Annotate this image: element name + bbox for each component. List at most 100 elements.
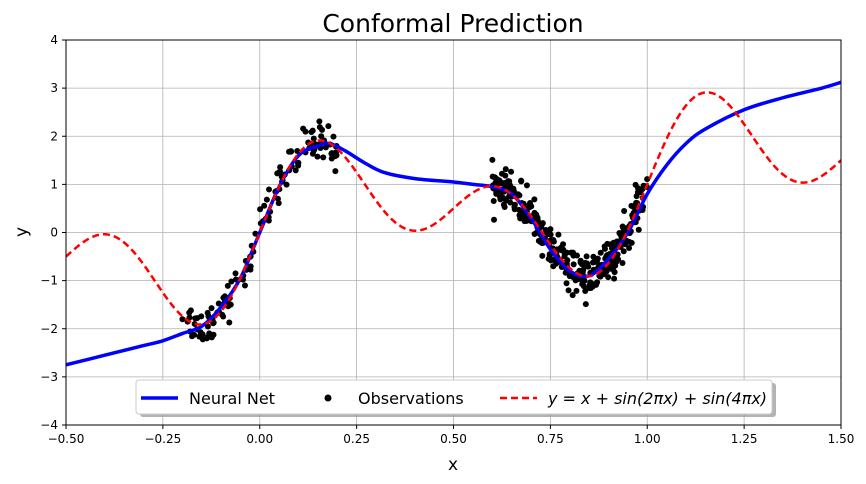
observation-point bbox=[569, 292, 576, 299]
observation-point bbox=[563, 280, 570, 287]
y-tick-label: −1 bbox=[40, 274, 58, 288]
observation-point bbox=[518, 177, 525, 184]
observation-point bbox=[309, 150, 316, 157]
observation-point bbox=[573, 252, 580, 259]
observation-point bbox=[547, 226, 554, 233]
observation-point bbox=[241, 282, 248, 289]
observation-point bbox=[292, 167, 299, 174]
observation-point bbox=[502, 166, 509, 173]
observation-point bbox=[208, 305, 215, 312]
legend-neural-net-label: Neural Net bbox=[189, 389, 275, 408]
x-tick-label: 1.25 bbox=[731, 432, 758, 446]
observation-point bbox=[594, 279, 601, 286]
observation-point bbox=[590, 253, 597, 260]
y-tick-label: 4 bbox=[50, 33, 58, 47]
observation-point bbox=[491, 174, 498, 181]
observation-point bbox=[589, 259, 596, 266]
observation-point bbox=[507, 199, 514, 206]
x-tick-label: 1.00 bbox=[634, 432, 661, 446]
observation-point bbox=[498, 179, 505, 186]
y-tick-label: −2 bbox=[40, 322, 58, 336]
observation-point bbox=[322, 144, 329, 151]
observation-point bbox=[266, 186, 273, 193]
observation-point bbox=[644, 176, 651, 183]
observation-point bbox=[232, 270, 239, 277]
observation-point bbox=[314, 153, 321, 160]
observation-point bbox=[276, 168, 283, 175]
observation-point bbox=[316, 118, 323, 125]
neural-net-line bbox=[66, 80, 841, 367]
observation-point bbox=[490, 197, 497, 204]
observation-point bbox=[288, 148, 295, 155]
x-tick-label: −0.50 bbox=[48, 432, 85, 446]
observation-point bbox=[227, 301, 234, 308]
observation-point bbox=[570, 261, 577, 268]
observation-point bbox=[489, 156, 496, 163]
observation-point bbox=[560, 241, 567, 248]
observation-point bbox=[186, 314, 193, 321]
observation-point bbox=[607, 241, 614, 248]
observation-point bbox=[582, 301, 589, 308]
observation-point bbox=[578, 277, 585, 284]
observation-point bbox=[300, 125, 307, 132]
legend-observations-label: Observations bbox=[358, 389, 464, 408]
observation-point bbox=[197, 329, 204, 336]
x-axis-label: x bbox=[448, 455, 458, 475]
observation-point bbox=[295, 159, 302, 166]
observation-point bbox=[186, 309, 193, 316]
observation-point bbox=[502, 172, 509, 179]
observation-point bbox=[294, 148, 301, 155]
x-tick-label: 0.75 bbox=[537, 432, 564, 446]
y-axis-label: y bbox=[12, 227, 32, 237]
observation-point bbox=[204, 323, 211, 330]
observation-point bbox=[573, 287, 580, 294]
observation-point bbox=[619, 260, 626, 267]
observation-point bbox=[210, 331, 217, 338]
observation-point bbox=[224, 282, 231, 289]
observation-point bbox=[587, 279, 594, 286]
observation-point bbox=[228, 278, 235, 285]
observation-point bbox=[626, 244, 633, 251]
observation-point bbox=[257, 206, 264, 213]
observation-point bbox=[320, 154, 327, 161]
observation-point bbox=[328, 150, 335, 157]
y-tick-label: −3 bbox=[40, 370, 58, 384]
observation-point bbox=[496, 194, 503, 201]
observation-point bbox=[283, 181, 290, 188]
observation-point bbox=[621, 207, 628, 214]
legend-observations-marker bbox=[324, 394, 332, 402]
observation-point bbox=[539, 252, 546, 259]
y-tick-label: 1 bbox=[50, 177, 58, 191]
y-tick-label: 0 bbox=[50, 226, 58, 240]
x-tick-label: 1.50 bbox=[828, 432, 855, 446]
observation-point bbox=[226, 319, 233, 326]
observation-point bbox=[319, 126, 326, 133]
x-tick-label: 0.50 bbox=[440, 432, 467, 446]
legend-function-label: y = x + sin(2πx) + sin(4πx) bbox=[547, 389, 767, 408]
observation-point bbox=[517, 209, 524, 216]
observation-point bbox=[318, 133, 325, 140]
observation-point bbox=[580, 283, 587, 290]
observation-point bbox=[533, 211, 540, 218]
observation-point bbox=[308, 129, 315, 136]
observation-point bbox=[491, 216, 498, 223]
observation-point bbox=[263, 196, 270, 203]
observation-point bbox=[620, 248, 627, 255]
observation-point bbox=[597, 273, 604, 280]
observation-point bbox=[325, 123, 332, 130]
observation-point bbox=[310, 135, 317, 142]
observation-point bbox=[220, 313, 227, 320]
observation-point bbox=[179, 316, 186, 323]
observation-point bbox=[632, 181, 639, 188]
observation-point bbox=[583, 253, 590, 260]
legend: Neural Net Observations y = x + sin(2πx)… bbox=[135, 379, 776, 417]
observation-point bbox=[277, 164, 284, 171]
y-tick-label: 2 bbox=[50, 129, 58, 143]
observation-point bbox=[501, 204, 508, 211]
observation-point bbox=[605, 274, 612, 281]
observation-point bbox=[613, 258, 620, 265]
observation-point bbox=[634, 189, 641, 196]
observation-point bbox=[517, 215, 524, 222]
legend-box bbox=[135, 379, 773, 415]
